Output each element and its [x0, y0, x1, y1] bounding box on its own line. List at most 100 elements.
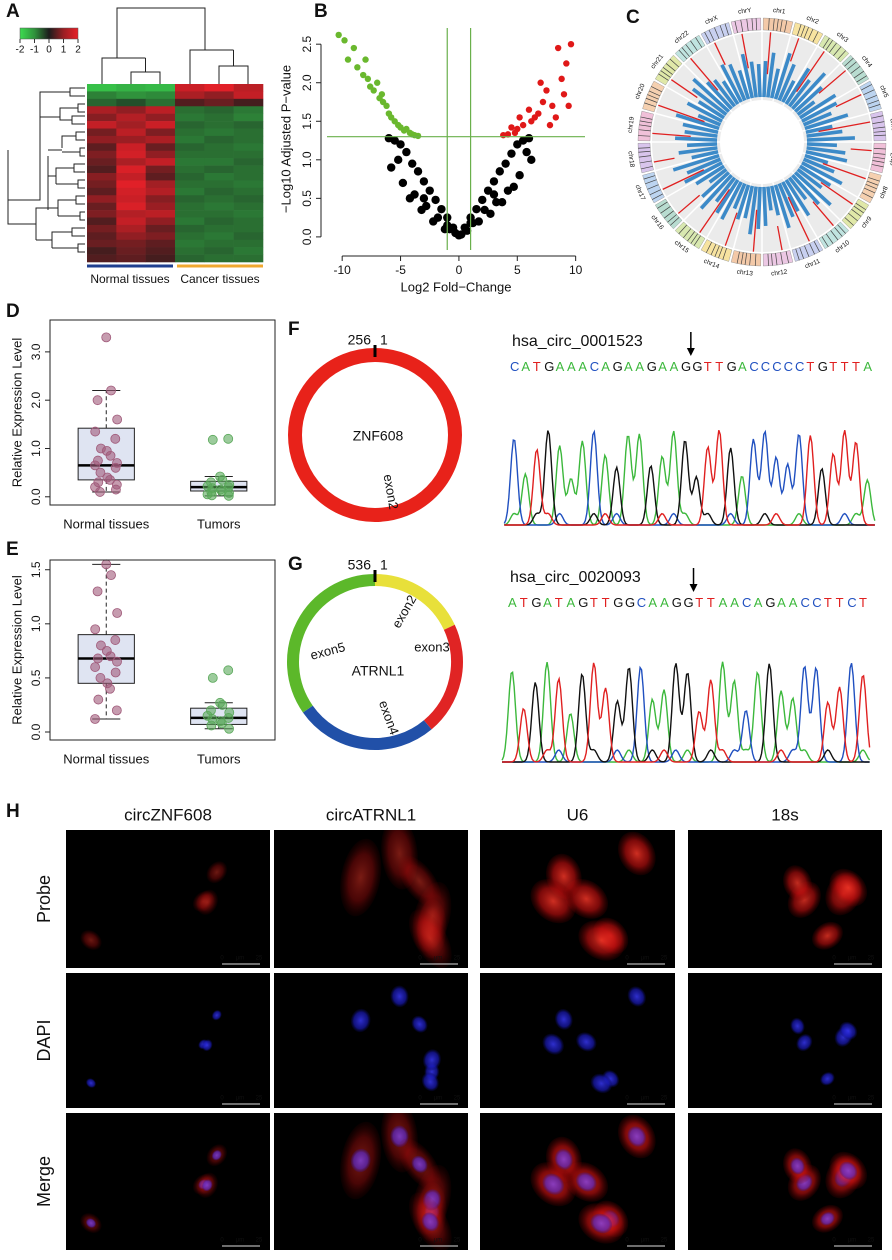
cytoband [872, 121, 885, 124]
sector-divider [797, 162, 858, 198]
point [93, 694, 104, 705]
circos-bar [728, 63, 747, 102]
cytoband [873, 130, 886, 133]
micrograph-content [530, 1114, 656, 1244]
point [451, 228, 460, 238]
heatmap-cell [145, 224, 176, 233]
scale-label: 25 [256, 1096, 263, 1102]
heatmap-cell [233, 121, 264, 129]
exon-label: exon5 [309, 639, 347, 663]
scale-label: 25 [661, 1238, 668, 1244]
scale-label: 25 [454, 956, 461, 962]
heatmap-cell [204, 232, 234, 241]
cytoband [638, 135, 651, 137]
heatmap-cell [204, 254, 234, 263]
circos-bar [796, 100, 816, 117]
point [207, 434, 218, 445]
circos-bar [798, 93, 837, 120]
heatmap-cell [87, 239, 117, 248]
heatmap-cell [145, 121, 176, 129]
cytoband [724, 23, 729, 36]
cytoband [704, 31, 711, 43]
point [405, 194, 415, 203]
heatmap-cell [116, 247, 146, 255]
scale-label: 25 [256, 1238, 263, 1244]
nucleus [86, 1078, 97, 1088]
nucleus [839, 1161, 858, 1180]
chromosome-label: chr12 [771, 269, 788, 278]
cell-probe [829, 868, 868, 907]
heatmap-cell [87, 113, 117, 122]
cytoband [767, 253, 769, 266]
cytoband [779, 19, 783, 32]
base: A [567, 359, 576, 374]
column-header: U6 [567, 805, 589, 824]
junction-arrowhead [686, 348, 695, 356]
point [92, 586, 103, 597]
point [370, 87, 377, 94]
sector-divider [706, 46, 742, 107]
heatmap-cell [175, 232, 205, 241]
scale-label: 0 [418, 1096, 422, 1102]
y-tick-label: 0.5 [300, 190, 314, 207]
cytoband [871, 115, 884, 119]
scale-label: 25 [661, 1096, 668, 1102]
circos-line [818, 121, 871, 133]
cytoband [833, 46, 842, 56]
heatmap-cell [175, 254, 205, 263]
sector-divider [782, 46, 818, 107]
base: T [520, 595, 528, 610]
circos-bar [805, 124, 833, 135]
nucleus [576, 1172, 597, 1192]
heatmap-cell [145, 128, 176, 137]
point [101, 332, 112, 343]
nucleus [421, 1212, 439, 1232]
micrograph-content [80, 861, 227, 951]
circos-center [720, 100, 804, 184]
cytoband [803, 26, 809, 39]
circos-bar [686, 142, 718, 148]
heatmap-cell [233, 210, 264, 218]
base: G [531, 595, 541, 610]
circ-name: hsa_circ_0020093 [510, 569, 641, 586]
cytoband [872, 160, 885, 163]
cell-probe [530, 879, 576, 924]
plot-frame [49, 559, 276, 741]
cytoband [873, 134, 886, 137]
heatmap-cell [87, 143, 117, 152]
micrograph [274, 973, 468, 1108]
base: C [772, 359, 781, 374]
heatmap-cell [175, 217, 205, 226]
heatmap-cell [116, 91, 146, 100]
cytoband [734, 20, 738, 33]
point [335, 31, 342, 39]
cytoband [678, 224, 688, 235]
chromatogram-trace [504, 429, 875, 526]
point [552, 114, 560, 121]
scale-label: µm [236, 1096, 244, 1102]
cytoband [660, 70, 671, 78]
heatmap-cell [233, 254, 264, 263]
heatmap-cell [145, 91, 176, 100]
point [223, 490, 234, 501]
heatmap-cell [175, 180, 205, 189]
chromosome-band [674, 34, 706, 63]
nucleus [590, 1213, 613, 1234]
point [549, 102, 556, 110]
chromosome-band [654, 198, 683, 230]
point [373, 79, 381, 86]
y-tick-label: 0.5 [29, 669, 43, 686]
cytoband [861, 84, 873, 91]
cytoband [796, 24, 802, 36]
heatmap-cell [204, 150, 234, 159]
heatmap-cell [233, 239, 264, 248]
legend-tick-label: 1 [61, 45, 67, 56]
circos-bar [798, 164, 832, 188]
heatmap-cell [145, 143, 176, 152]
cytoband [746, 18, 749, 31]
cytoband [683, 228, 692, 239]
heatmap-cell [116, 128, 146, 137]
heatmap-cell [233, 150, 264, 159]
nucleus [554, 1148, 573, 1170]
circos-bar [787, 79, 811, 108]
